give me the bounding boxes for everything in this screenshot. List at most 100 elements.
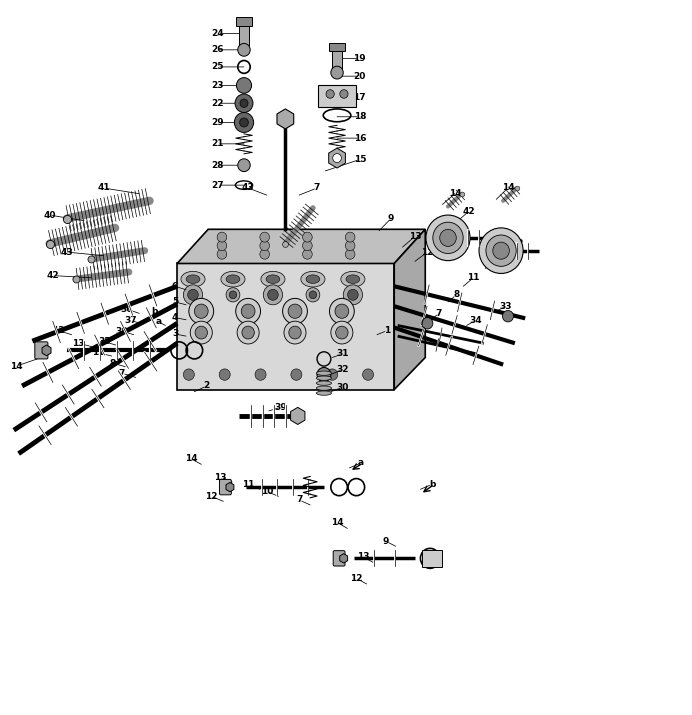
Text: 12: 12 (421, 247, 434, 257)
Bar (422, 550, 442, 567)
Text: 2: 2 (203, 382, 210, 390)
Ellipse shape (316, 371, 331, 375)
Circle shape (284, 321, 306, 344)
Circle shape (282, 298, 307, 324)
Text: 38: 38 (116, 327, 128, 335)
Circle shape (183, 285, 203, 305)
Ellipse shape (316, 391, 331, 395)
Circle shape (263, 285, 282, 305)
Circle shape (219, 369, 230, 380)
Text: 39: 39 (274, 403, 287, 412)
Bar (236, 17, 253, 26)
Circle shape (217, 232, 227, 242)
Bar (332, 49, 342, 69)
Bar (329, 44, 345, 51)
Text: 42: 42 (47, 271, 60, 280)
Polygon shape (340, 553, 347, 563)
Circle shape (306, 287, 320, 302)
Text: 8: 8 (453, 290, 459, 300)
Polygon shape (394, 230, 426, 390)
Circle shape (327, 369, 338, 380)
Text: 7: 7 (119, 369, 125, 378)
Ellipse shape (261, 271, 285, 287)
Text: 33: 33 (500, 302, 512, 311)
Circle shape (302, 232, 312, 242)
Circle shape (493, 242, 509, 260)
Circle shape (345, 232, 355, 242)
Polygon shape (177, 230, 426, 264)
Circle shape (309, 291, 317, 299)
Text: 14: 14 (331, 518, 344, 527)
Text: 12: 12 (511, 239, 523, 248)
Circle shape (422, 317, 432, 329)
Circle shape (189, 298, 214, 324)
Text: 8: 8 (110, 359, 116, 368)
Circle shape (331, 66, 343, 79)
Text: 42: 42 (462, 207, 475, 216)
Circle shape (239, 118, 248, 127)
Text: 37: 37 (125, 316, 137, 325)
Ellipse shape (301, 271, 325, 287)
Circle shape (236, 298, 260, 324)
Ellipse shape (346, 275, 360, 283)
Text: 25: 25 (211, 62, 224, 72)
Text: 35: 35 (98, 337, 111, 346)
Circle shape (486, 235, 516, 266)
Text: 29: 29 (211, 118, 224, 127)
Text: 13: 13 (215, 473, 227, 482)
Text: 10: 10 (261, 487, 273, 496)
Text: 27: 27 (211, 181, 224, 189)
Text: 12: 12 (52, 326, 64, 335)
Ellipse shape (266, 275, 280, 283)
Circle shape (237, 78, 252, 93)
Text: 32: 32 (336, 365, 349, 374)
Text: 22: 22 (211, 99, 224, 108)
Bar (318, 85, 356, 107)
Circle shape (317, 368, 331, 382)
Text: 36: 36 (120, 305, 133, 314)
Text: 20: 20 (354, 72, 366, 81)
Circle shape (302, 250, 312, 260)
Text: 6: 6 (172, 282, 179, 291)
Polygon shape (177, 264, 394, 390)
Text: 21: 21 (211, 139, 224, 148)
Text: 14: 14 (185, 454, 197, 463)
Text: b: b (429, 480, 435, 489)
Ellipse shape (316, 376, 331, 380)
Text: 41: 41 (97, 184, 110, 192)
Text: 43: 43 (61, 247, 73, 257)
Circle shape (343, 285, 363, 305)
Circle shape (190, 321, 212, 344)
Text: 7: 7 (296, 495, 302, 505)
Circle shape (345, 241, 355, 251)
Text: 5: 5 (172, 297, 179, 307)
Ellipse shape (186, 275, 200, 283)
Text: 18: 18 (354, 112, 366, 122)
Circle shape (195, 326, 208, 339)
Text: 30: 30 (336, 383, 349, 392)
Circle shape (194, 304, 208, 318)
Circle shape (235, 112, 254, 132)
Text: b: b (152, 307, 158, 316)
Circle shape (479, 228, 523, 273)
FancyBboxPatch shape (35, 342, 48, 359)
Text: 14: 14 (10, 362, 23, 370)
Text: 12: 12 (206, 492, 218, 501)
Circle shape (268, 290, 278, 300)
Ellipse shape (341, 271, 365, 287)
Circle shape (235, 94, 253, 112)
Circle shape (238, 44, 251, 56)
Ellipse shape (181, 271, 205, 287)
Text: 34: 34 (469, 316, 482, 325)
Circle shape (326, 89, 334, 98)
Text: 24: 24 (211, 29, 224, 38)
Text: 12: 12 (350, 574, 363, 583)
Text: 9: 9 (383, 537, 389, 546)
Text: 1: 1 (384, 326, 390, 335)
Circle shape (188, 290, 199, 300)
Circle shape (260, 232, 269, 242)
Circle shape (229, 291, 237, 299)
Circle shape (347, 290, 358, 300)
Text: 11: 11 (242, 480, 255, 489)
Polygon shape (291, 408, 305, 425)
